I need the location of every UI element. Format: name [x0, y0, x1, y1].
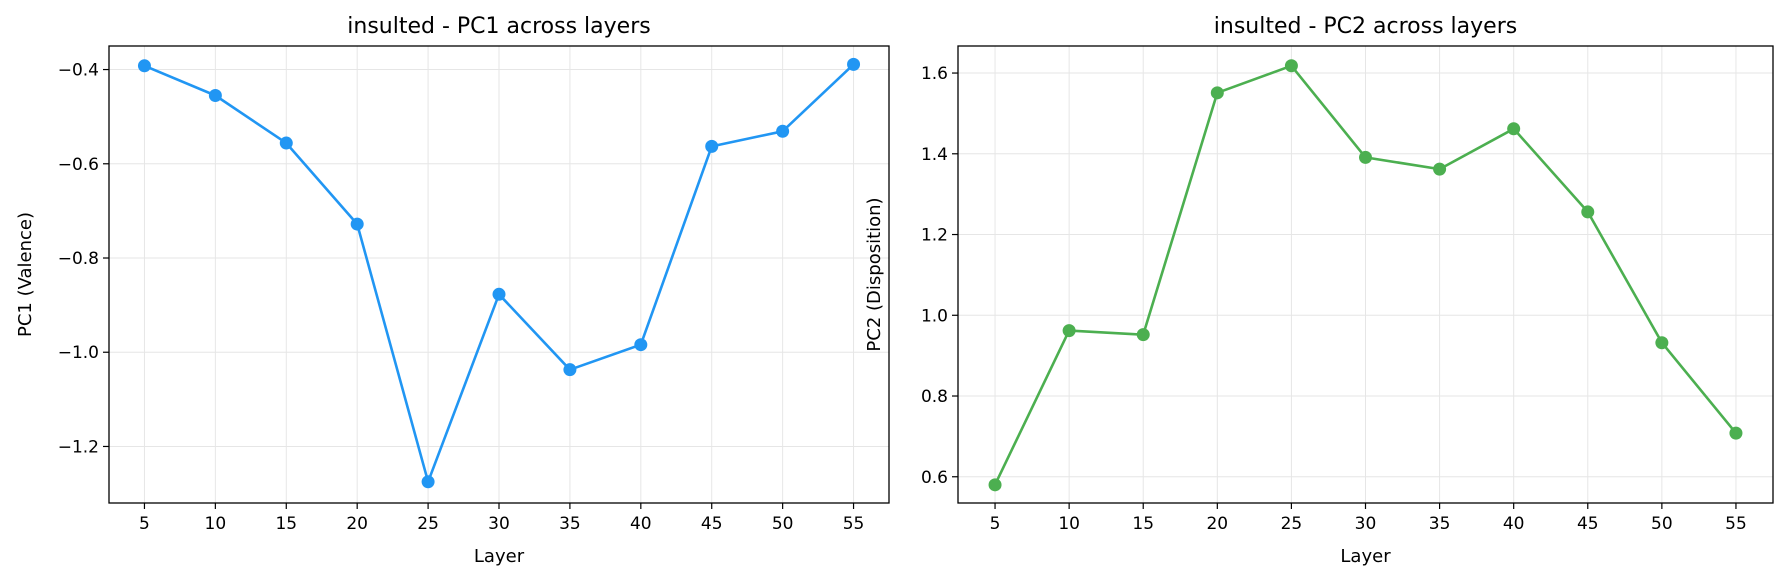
data-point [1581, 205, 1595, 219]
y-tick-label: 1.0 [921, 306, 948, 326]
x-tick-label: 30 [1355, 514, 1377, 534]
x-tick-label: 35 [1429, 514, 1451, 534]
data-point [988, 478, 1002, 492]
data-point [279, 136, 293, 150]
chart-panel-2: 5 10 15 20 25 30 35 40 45 50 55 0.6 0.8 1.0 1.2 1.4 1.6 i… [864, 14, 1774, 567]
x-axis-label: Layer [474, 546, 525, 567]
x-tick-label: 5 [990, 514, 1001, 534]
data-point [1655, 336, 1669, 350]
x-tick-label: 10 [205, 514, 227, 534]
chart-title: insulted - PC1 across layers [347, 14, 650, 39]
x-tick-label: 50 [1651, 514, 1673, 534]
x-tick-label: 35 [559, 514, 581, 534]
y-tick-label: 1.4 [921, 145, 948, 165]
y-tick-label: 0.6 [921, 468, 948, 488]
x-tick-label: 20 [346, 514, 368, 534]
plot-frame [108, 45, 890, 504]
x-tick-label: 45 [701, 514, 723, 534]
y-axis-label: PC2 (Disposition) [864, 197, 885, 351]
y-tick-label: −1.0 [58, 343, 99, 363]
x-tick-label: 50 [772, 514, 794, 534]
x-tick-label: 55 [1725, 514, 1747, 534]
data-point [1359, 150, 1372, 164]
x-tick-label: 40 [1503, 514, 1525, 534]
x-tick-label: 40 [630, 514, 652, 534]
data-point [350, 217, 364, 231]
data-point [208, 88, 222, 102]
data-point [563, 363, 577, 377]
x-tick-label: 15 [1132, 514, 1154, 534]
x-tick-label: 45 [1577, 514, 1599, 534]
data-point [776, 124, 790, 138]
data-point [492, 287, 506, 301]
y-tick-label: −0.6 [58, 155, 99, 175]
x-axis-label: Layer [1340, 546, 1391, 567]
x-tick-label: 55 [843, 514, 865, 534]
y-tick-label: −0.4 [58, 61, 99, 81]
x-tick-label: 25 [1281, 514, 1303, 534]
data-point [1210, 86, 1224, 100]
x-tick-label: 10 [1058, 514, 1080, 534]
data-point [421, 475, 435, 489]
y-tick-label: 0.8 [921, 387, 948, 407]
chart-title: insulted - PC2 across layers [1214, 14, 1517, 39]
y-tick-label: 1.6 [921, 64, 948, 84]
data-point [1136, 328, 1150, 342]
data-point [847, 57, 861, 71]
data-point [705, 139, 719, 153]
x-tick-label: 5 [139, 514, 150, 534]
y-axis-label: PC1 (Valence) [15, 212, 36, 337]
x-tick-label: 30 [488, 514, 510, 534]
data-point [1729, 426, 1743, 440]
x-tick-label: 25 [417, 514, 439, 534]
data-point [1433, 162, 1447, 176]
x-tick-label: 20 [1206, 514, 1228, 534]
y-tick-label: 1.2 [921, 226, 948, 246]
data-point [137, 59, 151, 73]
data-point [634, 338, 648, 352]
y-tick-label: −1.2 [58, 437, 99, 457]
x-tick-label: 15 [275, 514, 297, 534]
y-tick-label: −0.8 [58, 249, 99, 269]
data-point [1062, 324, 1076, 338]
data-point [1284, 59, 1298, 73]
data-point [1507, 122, 1521, 136]
plot-frame [957, 45, 1774, 504]
chart-panel-1: 5 10 15 20 25 30 35 40 45 50 55 −1.2 −1.0 −0.8 −0.6 −0.… [15, 14, 890, 567]
